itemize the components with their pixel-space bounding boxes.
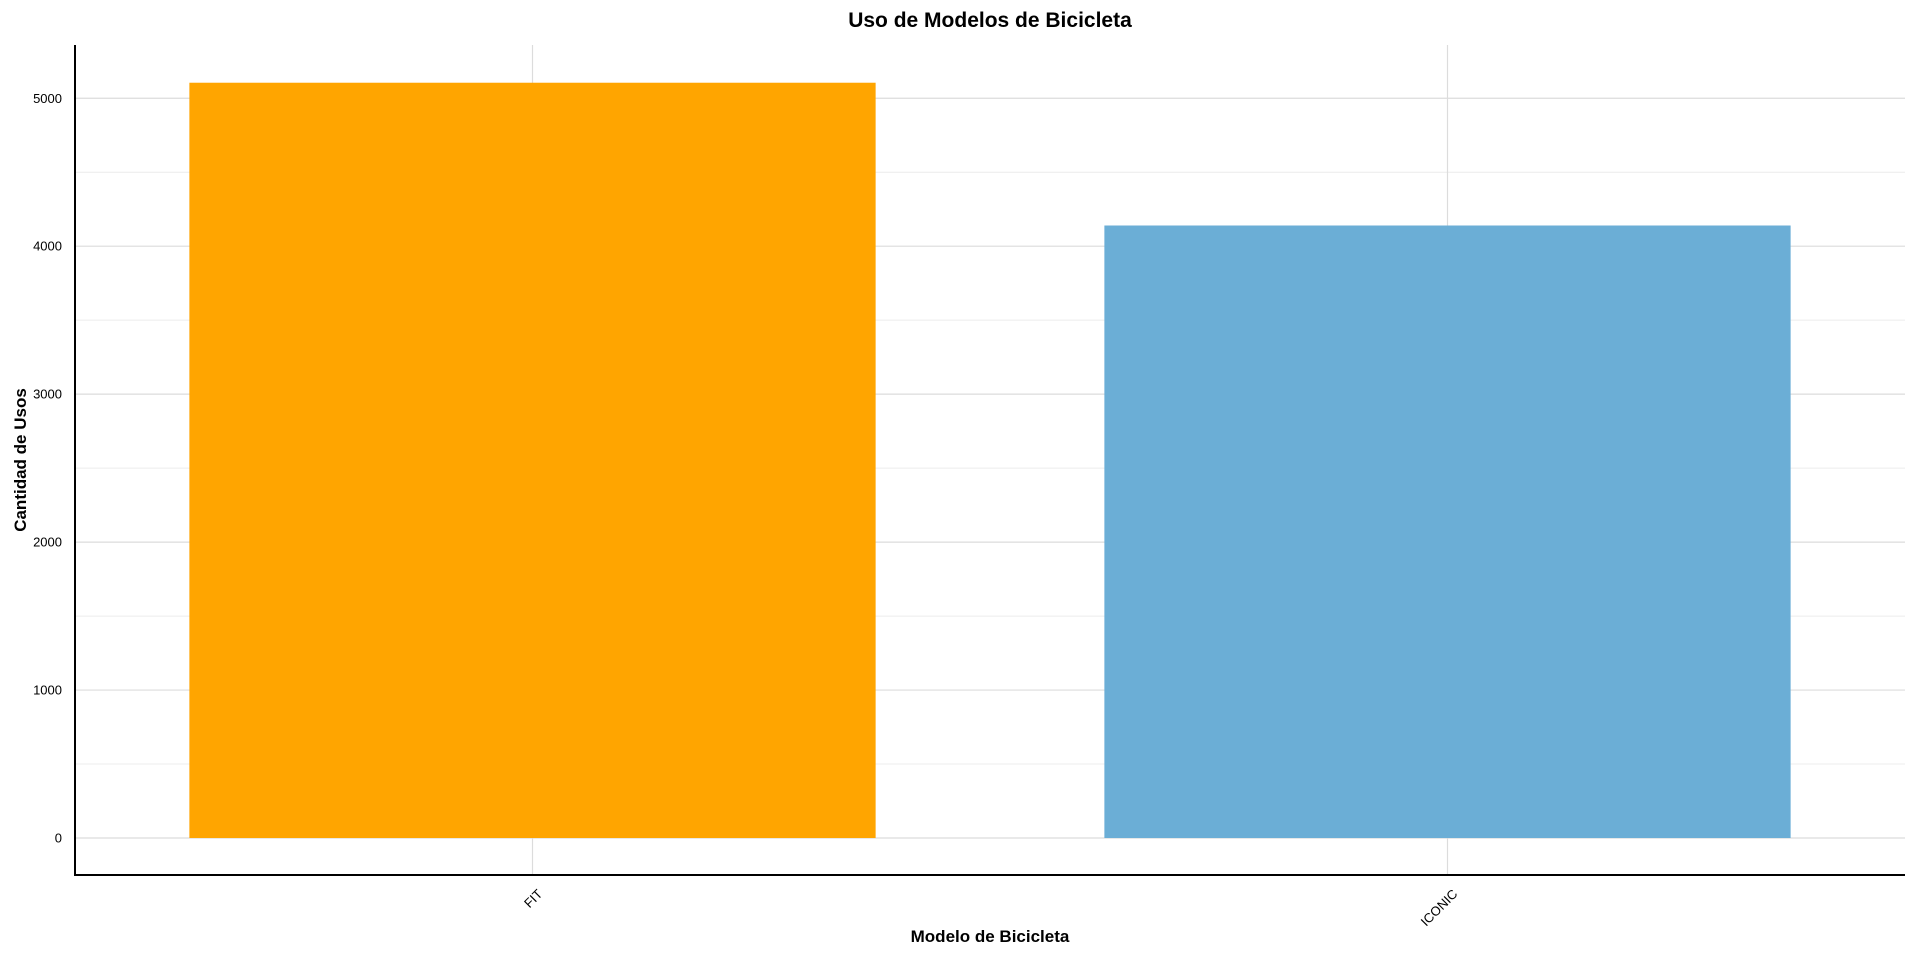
x-tick-labels: FIT ICONIC [521,886,1460,929]
chart-title: Uso de Modelos de Bicicleta [848,9,1132,32]
bars [189,82,1791,839]
y-tick-labels: 0 1000 2000 3000 4000 5000 [33,91,62,846]
y-tick-label: 4000 [33,239,62,254]
bar-iconic [1104,225,1791,839]
y-tick-label: 0 [55,831,62,846]
x-tick-label: ICONIC [1418,886,1461,929]
y-axis-title: Cantidad de Usos [11,388,30,532]
x-axis-title: Modelo de Bicicleta [911,927,1070,946]
y-tick-label: 3000 [33,387,62,402]
axes [74,45,1905,876]
y-tick-label: 1000 [33,683,62,698]
y-tick-label: 2000 [33,535,62,550]
bar-fit [189,82,876,839]
x-tick-label: FIT [521,886,545,910]
y-tick-label: 5000 [33,91,62,106]
